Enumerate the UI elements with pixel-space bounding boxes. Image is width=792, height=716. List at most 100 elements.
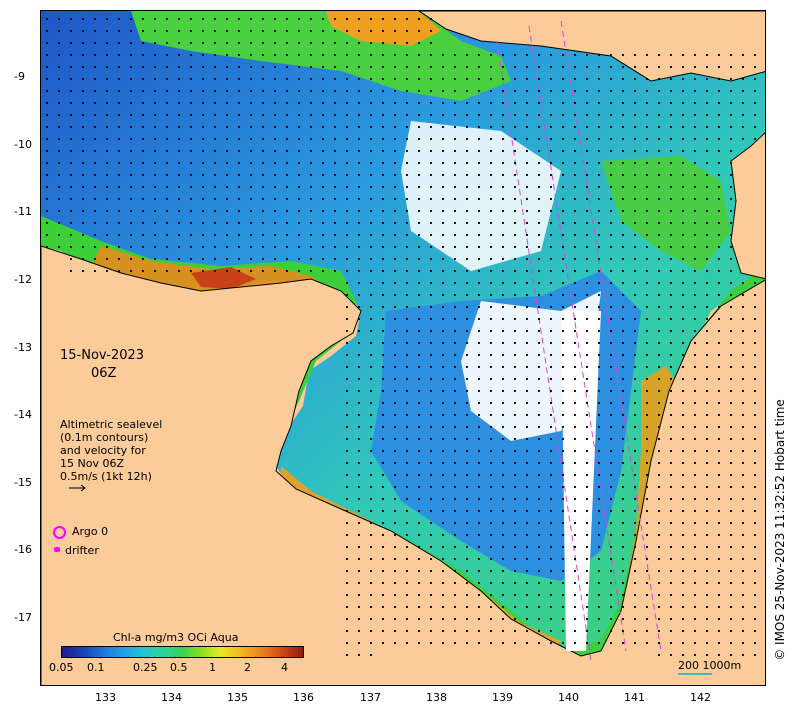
velocity-dot bbox=[717, 77, 721, 81]
lon-label: 134 bbox=[161, 691, 182, 704]
velocity-dot bbox=[465, 53, 469, 57]
velocity-dot bbox=[153, 149, 157, 153]
velocity-dot bbox=[381, 125, 385, 129]
velocity-dot bbox=[429, 485, 433, 489]
velocity-dot bbox=[57, 221, 61, 225]
colorbar-tick: 0.5 bbox=[170, 661, 188, 674]
velocity-dot bbox=[741, 341, 745, 345]
velocity-dot bbox=[309, 113, 313, 117]
velocity-dot bbox=[501, 461, 505, 465]
velocity-dot bbox=[261, 41, 265, 45]
velocity-dot bbox=[417, 341, 421, 345]
velocity-dot bbox=[585, 557, 589, 561]
velocity-dot bbox=[717, 365, 721, 369]
velocity-dot bbox=[633, 389, 637, 393]
velocity-dot bbox=[609, 113, 613, 117]
velocity-dot bbox=[45, 17, 49, 21]
velocity-dot bbox=[561, 89, 565, 93]
velocity-dot bbox=[537, 101, 541, 105]
velocity-dot bbox=[393, 545, 397, 549]
velocity-dot bbox=[573, 533, 577, 537]
velocity-dot bbox=[345, 221, 349, 225]
velocity-dot bbox=[681, 461, 685, 465]
velocity-dot bbox=[501, 533, 505, 537]
velocity-dot bbox=[693, 137, 697, 141]
velocity-dot bbox=[405, 245, 409, 249]
velocity-dot bbox=[669, 185, 673, 189]
velocity-dot bbox=[561, 173, 565, 177]
velocity-dot bbox=[297, 65, 301, 69]
velocity-dot bbox=[525, 65, 529, 69]
velocity-dot bbox=[621, 149, 625, 153]
velocity-dot bbox=[93, 233, 97, 237]
velocity-dot bbox=[345, 545, 349, 549]
velocity-dot bbox=[501, 353, 505, 357]
velocity-dot bbox=[717, 341, 721, 345]
velocity-dot bbox=[405, 77, 409, 81]
velocity-dot bbox=[129, 125, 133, 129]
velocity-dot bbox=[561, 341, 565, 345]
velocity-dot bbox=[573, 233, 577, 237]
velocity-dot bbox=[513, 173, 517, 177]
velocity-dot bbox=[549, 509, 553, 513]
velocity-dot bbox=[441, 509, 445, 513]
velocity-dot bbox=[369, 353, 373, 357]
velocity-dot bbox=[321, 269, 325, 273]
velocity-dot bbox=[465, 137, 469, 141]
velocity-dot bbox=[477, 533, 481, 537]
velocity-dot bbox=[141, 101, 145, 105]
velocity-dot bbox=[681, 413, 685, 417]
velocity-dot bbox=[597, 641, 601, 645]
velocity-dot bbox=[705, 581, 709, 585]
velocity-dot bbox=[417, 269, 421, 273]
velocity-dot bbox=[45, 41, 49, 45]
velocity-dot bbox=[165, 245, 169, 249]
velocity-dot bbox=[633, 569, 637, 573]
velocity-dot bbox=[129, 41, 133, 45]
velocity-dot bbox=[549, 485, 553, 489]
velocity-dot bbox=[141, 41, 145, 45]
velocity-dot bbox=[405, 449, 409, 453]
velocity-dot bbox=[105, 29, 109, 33]
velocity-dot bbox=[729, 641, 733, 645]
velocity-dot bbox=[657, 653, 661, 657]
velocity-dot bbox=[417, 353, 421, 357]
velocity-dot bbox=[417, 461, 421, 465]
velocity-dot bbox=[417, 605, 421, 609]
velocity-dot bbox=[441, 437, 445, 441]
velocity-dot bbox=[633, 317, 637, 321]
velocity-dot bbox=[705, 101, 709, 105]
velocity-dot bbox=[69, 269, 73, 273]
colorbar-tick: 1 bbox=[209, 661, 216, 674]
velocity-dot bbox=[633, 497, 637, 501]
velocity-dot bbox=[717, 233, 721, 237]
velocity-dot bbox=[525, 341, 529, 345]
velocity-dot bbox=[681, 377, 685, 381]
velocity-dot bbox=[357, 509, 361, 513]
velocity-dot bbox=[297, 137, 301, 141]
velocity-dot bbox=[513, 473, 517, 477]
velocity-dot bbox=[585, 413, 589, 417]
velocity-dot bbox=[429, 329, 433, 333]
velocity-dot bbox=[369, 461, 373, 465]
velocity-dot bbox=[525, 569, 529, 573]
velocity-dot bbox=[93, 257, 97, 261]
velocity-dot bbox=[357, 569, 361, 573]
velocity-dot bbox=[189, 125, 193, 129]
map-panel[interactable] bbox=[40, 10, 766, 686]
velocity-dot bbox=[441, 545, 445, 549]
velocity-dot bbox=[657, 569, 661, 573]
velocity-dot bbox=[117, 101, 121, 105]
velocity-dot bbox=[645, 293, 649, 297]
velocity-dot bbox=[561, 533, 565, 537]
velocity-dot bbox=[501, 629, 505, 633]
velocity-dot bbox=[717, 317, 721, 321]
velocity-dot bbox=[201, 77, 205, 81]
velocity-dot bbox=[417, 545, 421, 549]
velocity-dot bbox=[753, 605, 757, 609]
velocity-dot bbox=[633, 137, 637, 141]
velocity-dot bbox=[321, 209, 325, 213]
velocity-dot bbox=[441, 185, 445, 189]
velocity-dot bbox=[249, 89, 253, 93]
velocity-dot bbox=[597, 245, 601, 249]
